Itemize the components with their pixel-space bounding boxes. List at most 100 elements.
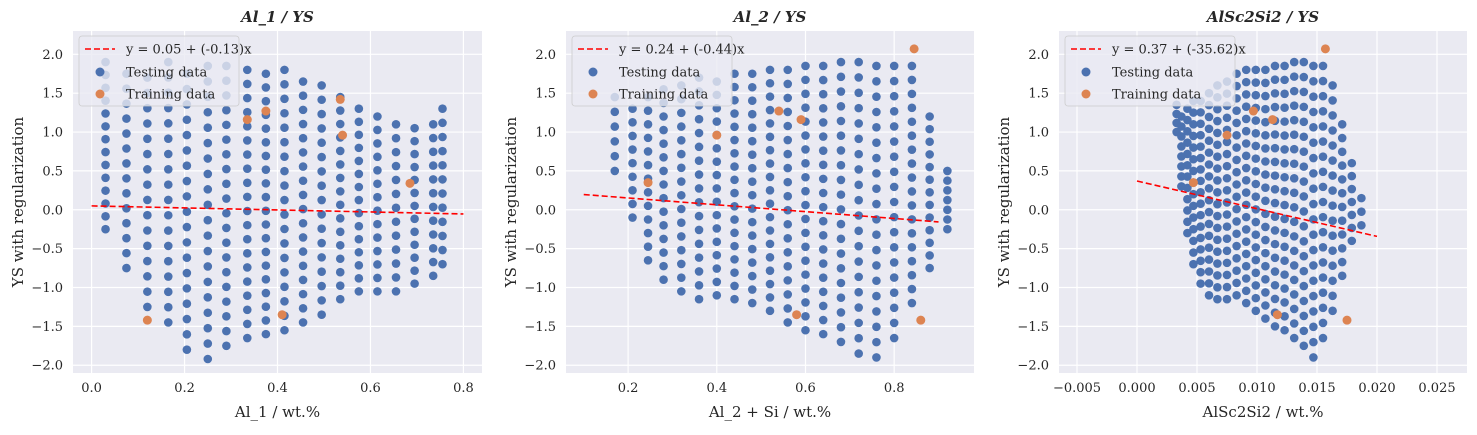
testing-point <box>261 261 271 270</box>
testing-point <box>242 93 252 103</box>
testing-point <box>1222 161 1232 171</box>
testing-point <box>1196 245 1205 254</box>
legend-testing-swatch <box>95 67 105 77</box>
testing-point <box>280 297 289 306</box>
testing-point <box>1213 247 1222 256</box>
testing-point <box>1299 192 1309 201</box>
testing-point <box>317 267 326 277</box>
testing-point <box>280 325 289 335</box>
testing-point <box>747 109 757 119</box>
testing-point <box>122 114 131 123</box>
testing-point <box>854 226 863 236</box>
testing-point <box>1232 192 1241 202</box>
x-tick-label: 0.4 <box>706 381 727 396</box>
y-tick-label: 1.5 <box>535 87 556 102</box>
testing-point <box>242 249 252 258</box>
legend-fit-label: y = 0.24 + (-0.44)x <box>618 43 745 58</box>
testing-point <box>163 241 173 251</box>
testing-point <box>765 172 775 182</box>
testing-point <box>889 137 899 146</box>
training-data-points <box>142 94 415 325</box>
testing-point <box>1241 212 1251 222</box>
y-tick-label: −1.5 <box>524 320 556 335</box>
testing-point <box>1328 231 1337 240</box>
testing-point <box>628 199 637 209</box>
testing-point <box>261 302 271 312</box>
testing-point <box>1280 61 1289 71</box>
training-point <box>1188 178 1198 188</box>
testing-point <box>222 208 231 218</box>
testing-point <box>122 218 131 228</box>
testing-point <box>261 316 271 325</box>
testing-point <box>438 245 447 255</box>
testing-point <box>1232 241 1241 251</box>
testing-point <box>122 248 131 258</box>
testing-point <box>391 175 401 185</box>
testing-point <box>1241 163 1251 173</box>
testing-point <box>317 296 326 305</box>
testing-point <box>677 273 686 282</box>
testing-point <box>1261 222 1270 232</box>
testing-point <box>373 246 382 256</box>
testing-point <box>889 212 899 222</box>
testing-point <box>1251 205 1261 214</box>
testing-point <box>1270 130 1280 139</box>
testing-point <box>143 226 152 235</box>
testing-point <box>354 156 364 166</box>
testing-point <box>1337 216 1347 226</box>
testing-point <box>1213 176 1222 185</box>
testing-point <box>391 287 401 296</box>
testing-point <box>428 271 438 281</box>
testing-point <box>712 210 722 220</box>
testing-point <box>1318 227 1328 237</box>
testing-point <box>1222 258 1232 268</box>
testing-point <box>730 202 739 211</box>
testing-point <box>694 211 704 221</box>
testing-point <box>222 238 231 248</box>
testing-point <box>1280 298 1289 307</box>
testing-point <box>280 108 289 118</box>
testing-point <box>410 201 419 211</box>
testing-point <box>1232 290 1241 300</box>
testing-point <box>317 81 326 90</box>
testing-point <box>818 245 828 254</box>
x-tick-label: 0.2 <box>174 381 195 396</box>
testing-point <box>925 187 934 197</box>
y-axis-label: YS with regularization <box>9 116 27 288</box>
testing-point <box>801 145 810 154</box>
testing-point <box>1241 286 1251 296</box>
testing-point <box>1318 137 1328 146</box>
testing-point <box>783 121 793 131</box>
testing-point <box>801 200 810 210</box>
testing-point <box>182 176 192 186</box>
x-axis-label: Al_2 + Si / wt.% <box>708 403 831 421</box>
testing-point <box>1318 318 1328 328</box>
testing-point <box>182 268 192 278</box>
testing-point <box>1183 138 1192 147</box>
testing-point <box>203 293 213 302</box>
y-tick-label: 0.5 <box>42 164 63 179</box>
testing-point <box>1251 230 1261 240</box>
testing-point <box>317 238 326 248</box>
testing-point <box>1204 255 1214 264</box>
testing-point <box>943 186 952 195</box>
testing-point <box>182 146 192 155</box>
testing-point <box>1318 212 1328 222</box>
testing-point <box>943 215 952 224</box>
testing-point <box>677 232 686 241</box>
testing-point <box>677 287 686 296</box>
testing-point <box>854 165 863 174</box>
testing-point <box>925 200 934 210</box>
testing-point <box>354 143 364 153</box>
testing-point <box>1189 143 1198 152</box>
testing-point <box>317 181 326 191</box>
testing-point <box>818 104 828 113</box>
testing-point <box>1251 255 1261 265</box>
testing-point <box>1270 212 1280 222</box>
testing-point <box>261 137 271 147</box>
testing-point <box>182 314 192 324</box>
testing-point <box>818 315 828 325</box>
testing-point <box>280 224 289 234</box>
testing-point <box>801 214 810 224</box>
testing-point <box>889 197 899 207</box>
